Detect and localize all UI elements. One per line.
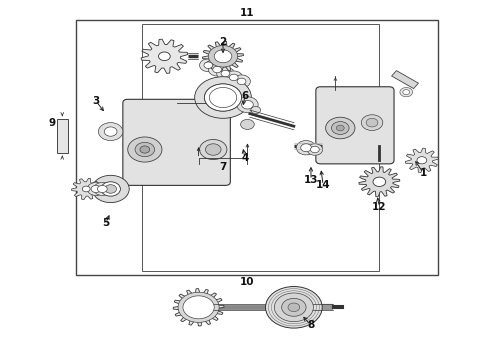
Polygon shape — [405, 148, 439, 172]
Circle shape — [311, 146, 319, 153]
Circle shape — [229, 74, 238, 81]
Circle shape — [92, 175, 129, 203]
Circle shape — [400, 87, 413, 97]
Circle shape — [208, 63, 226, 76]
Circle shape — [94, 183, 111, 195]
Text: 10: 10 — [240, 277, 255, 287]
Circle shape — [128, 137, 162, 162]
Circle shape — [205, 144, 221, 155]
Circle shape — [199, 139, 227, 159]
Circle shape — [209, 87, 237, 108]
Text: 2: 2 — [220, 37, 227, 47]
Text: 14: 14 — [316, 180, 330, 190]
Text: 7: 7 — [220, 162, 227, 172]
Circle shape — [237, 78, 246, 85]
Circle shape — [204, 62, 213, 68]
Polygon shape — [359, 167, 400, 197]
Circle shape — [366, 118, 378, 127]
FancyBboxPatch shape — [316, 87, 394, 164]
Circle shape — [301, 144, 312, 152]
Circle shape — [307, 144, 323, 155]
Circle shape — [208, 45, 238, 67]
Circle shape — [417, 157, 427, 164]
Circle shape — [326, 117, 355, 139]
Text: 5: 5 — [102, 218, 109, 228]
Circle shape — [288, 303, 300, 312]
Text: 11: 11 — [240, 8, 255, 18]
Circle shape — [237, 97, 258, 113]
Circle shape — [217, 52, 229, 60]
Circle shape — [140, 146, 150, 153]
Polygon shape — [141, 39, 188, 73]
Circle shape — [241, 120, 254, 130]
Polygon shape — [392, 71, 418, 89]
Text: 3: 3 — [92, 96, 99, 106]
Circle shape — [373, 177, 386, 186]
Text: 8: 8 — [307, 320, 315, 330]
Circle shape — [91, 185, 101, 193]
Circle shape — [178, 292, 219, 322]
Circle shape — [204, 84, 242, 111]
Circle shape — [221, 70, 230, 77]
Text: 9: 9 — [49, 118, 55, 128]
Bar — [57, 119, 68, 153]
Circle shape — [274, 293, 314, 321]
Circle shape — [296, 140, 316, 155]
Circle shape — [98, 123, 123, 140]
Circle shape — [331, 122, 349, 134]
Circle shape — [135, 142, 155, 157]
Circle shape — [282, 298, 306, 316]
Circle shape — [190, 301, 207, 314]
Circle shape — [199, 59, 217, 72]
Bar — [76, 21, 438, 275]
Circle shape — [214, 50, 232, 63]
Circle shape — [183, 296, 214, 319]
Circle shape — [213, 66, 221, 73]
Circle shape — [195, 77, 251, 118]
Circle shape — [242, 100, 253, 109]
FancyBboxPatch shape — [123, 99, 230, 185]
Circle shape — [233, 75, 250, 88]
Text: 4: 4 — [241, 153, 249, 163]
Text: 6: 6 — [242, 91, 248, 101]
Polygon shape — [72, 178, 101, 199]
Circle shape — [104, 127, 117, 136]
Circle shape — [98, 185, 107, 193]
Circle shape — [336, 125, 344, 131]
Circle shape — [266, 287, 322, 328]
Circle shape — [82, 186, 90, 192]
Text: 12: 12 — [372, 202, 387, 212]
Circle shape — [251, 107, 261, 114]
Circle shape — [87, 183, 105, 195]
Text: 1: 1 — [420, 168, 427, 178]
Polygon shape — [202, 41, 244, 71]
Circle shape — [105, 185, 117, 193]
Circle shape — [361, 115, 383, 131]
Circle shape — [225, 71, 243, 84]
Text: 13: 13 — [304, 175, 318, 185]
Circle shape — [217, 67, 234, 80]
Polygon shape — [173, 289, 224, 326]
Circle shape — [204, 84, 242, 111]
Bar — [143, 24, 379, 271]
Circle shape — [101, 182, 121, 196]
Circle shape — [159, 52, 170, 60]
Circle shape — [403, 90, 410, 95]
